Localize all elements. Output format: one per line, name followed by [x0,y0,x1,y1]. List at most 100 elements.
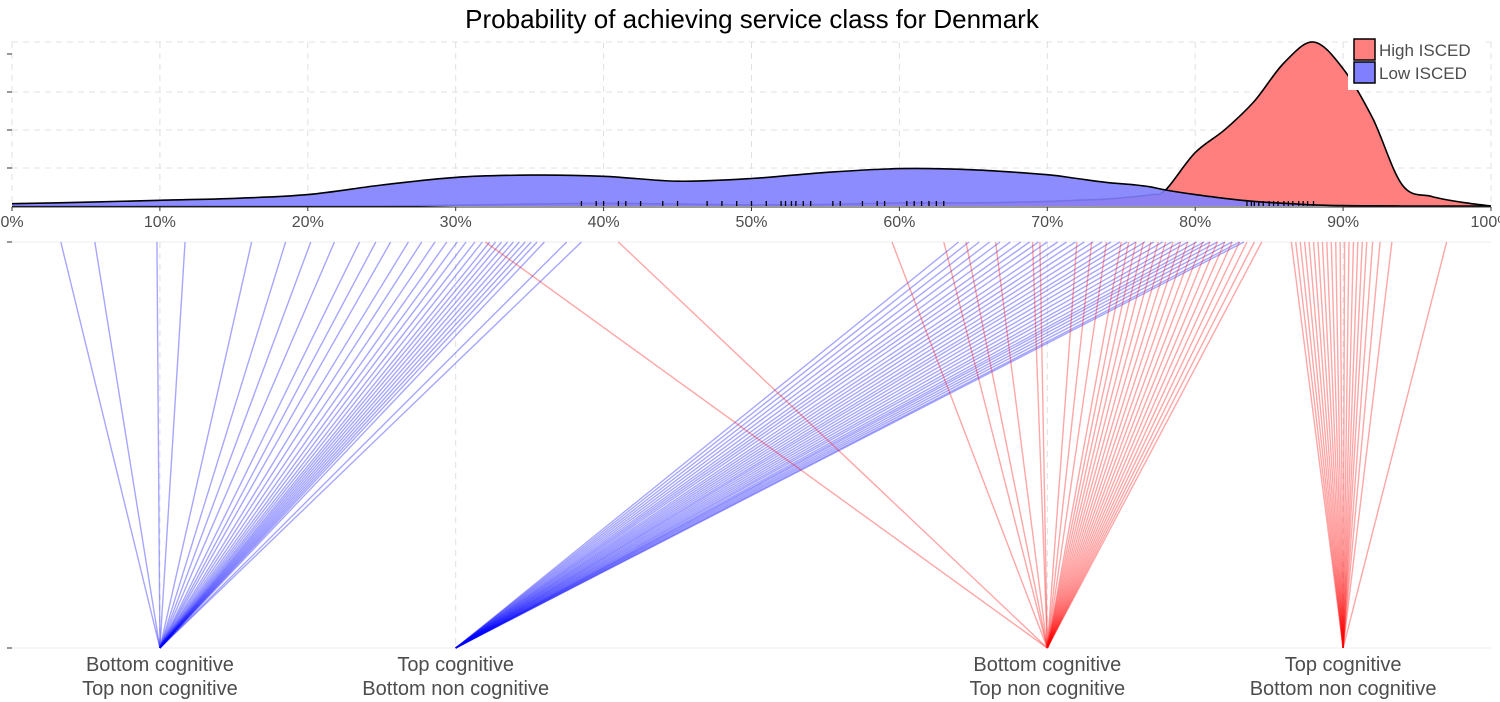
connection-line [455,241,980,649]
connection-line [159,241,186,649]
connection-line [1046,241,1174,649]
connection-line [1046,241,1159,649]
connection-line [455,241,1030,649]
connection-line [1308,241,1344,649]
connection-line [159,241,514,649]
density-areas [11,41,1492,207]
connection-line [1342,241,1448,649]
connection-line [1046,241,1182,649]
connection-line [965,241,1048,649]
connection-line [1295,241,1344,649]
connection-line [159,241,491,649]
connection-line [1046,241,1263,649]
connection-line [455,241,1011,649]
connection-line [1046,241,1196,649]
connection-line [1326,241,1344,649]
connection-line [455,241,959,649]
connection-line [455,241,1218,649]
connection-line [1303,241,1344,649]
connection-line [455,241,1240,649]
connection-line [159,241,526,649]
x-tick-label: 60% [883,214,915,231]
connection-line [1342,241,1355,649]
connection-line [891,241,1048,649]
connection-line [1039,241,1048,649]
x-tick-label: 50% [735,214,767,231]
density-area-high-isced [12,41,1491,207]
connection-line [455,241,1226,649]
connection-line [1046,241,1241,649]
connection-line [159,241,568,649]
connection-line [1342,241,1364,649]
legend-swatch-low [1353,61,1376,84]
connection-line [1046,241,1248,649]
connection-line [1046,241,1233,649]
legend-label-high: High ISCED [1379,41,1471,60]
group-label-line2: Top non cognitive [969,678,1125,700]
density-curve-low-isced [11,167,1491,207]
connection-line [159,241,448,649]
connection-line [455,241,1211,649]
connection-line [1342,241,1381,649]
connection-line [455,241,1172,649]
connection-line [159,241,538,649]
connection-line [455,241,1137,649]
connection-line [1312,241,1344,649]
connection-line [159,241,436,649]
connection-line [1046,241,1189,649]
connection-line [455,241,1022,649]
connection-line [1046,241,1204,649]
density-panel: 0% 10% 20% 30% 40% 50% 60% 70% 80% 90% 100% [0,41,1500,231]
connection-line [1046,241,1255,649]
connection-line [1046,241,1145,649]
connection-line [455,241,1067,649]
connection-line [455,241,1155,649]
connection-line [455,241,1076,649]
x-tick-label: 100% [1471,214,1500,231]
connection-line [159,241,467,649]
x-tick-label: 90% [1327,214,1359,231]
connection-line [455,241,1112,649]
connection-line [455,241,1059,649]
connection-line [156,241,161,649]
connection-line [159,241,287,649]
group-label-line1: Bottom cognitive [86,654,234,676]
chart-title: Probability of achieving service class f… [465,4,1040,34]
connection-line [159,241,545,649]
x-tick-label: 20% [292,214,324,231]
connection-line [1046,241,1167,649]
connection-line [159,241,409,649]
group-label-line1: Bottom cognitive [973,654,1121,676]
connection-line [159,241,253,649]
group-label-line1: Top cognitive [397,654,514,676]
connection-line [455,241,1085,649]
connection-line [1321,241,1344,649]
density-area-low-isced [12,168,1491,206]
connection-line [94,241,161,649]
connection-line [455,241,1039,649]
connection-line [1046,241,1130,649]
connection-line [455,241,1094,649]
connection-line [455,241,1205,649]
group-label-line1: Top cognitive [1285,654,1402,676]
connection-line [1335,241,1344,649]
connection-line [455,241,1103,649]
connection-line [159,241,423,649]
x-tick-label: 80% [1179,214,1211,231]
connection-line [159,241,336,649]
connection-line [943,241,1048,649]
connection-line [455,241,1233,649]
x-tick-label: 10% [144,214,176,231]
x-tick-labels: 0% 10% 20% 30% 40% 50% 60% 70% 80% 90% 100% [0,214,1500,231]
connection-line [1290,241,1344,649]
connection-line [159,241,377,649]
x-tick-label: 70% [1031,214,1063,231]
connection-line [1342,241,1374,649]
connection-line [159,241,520,649]
connection-line [455,241,1198,649]
connection-line [159,241,508,649]
connection-line [1046,241,1108,649]
connection-line [1046,241,1226,649]
